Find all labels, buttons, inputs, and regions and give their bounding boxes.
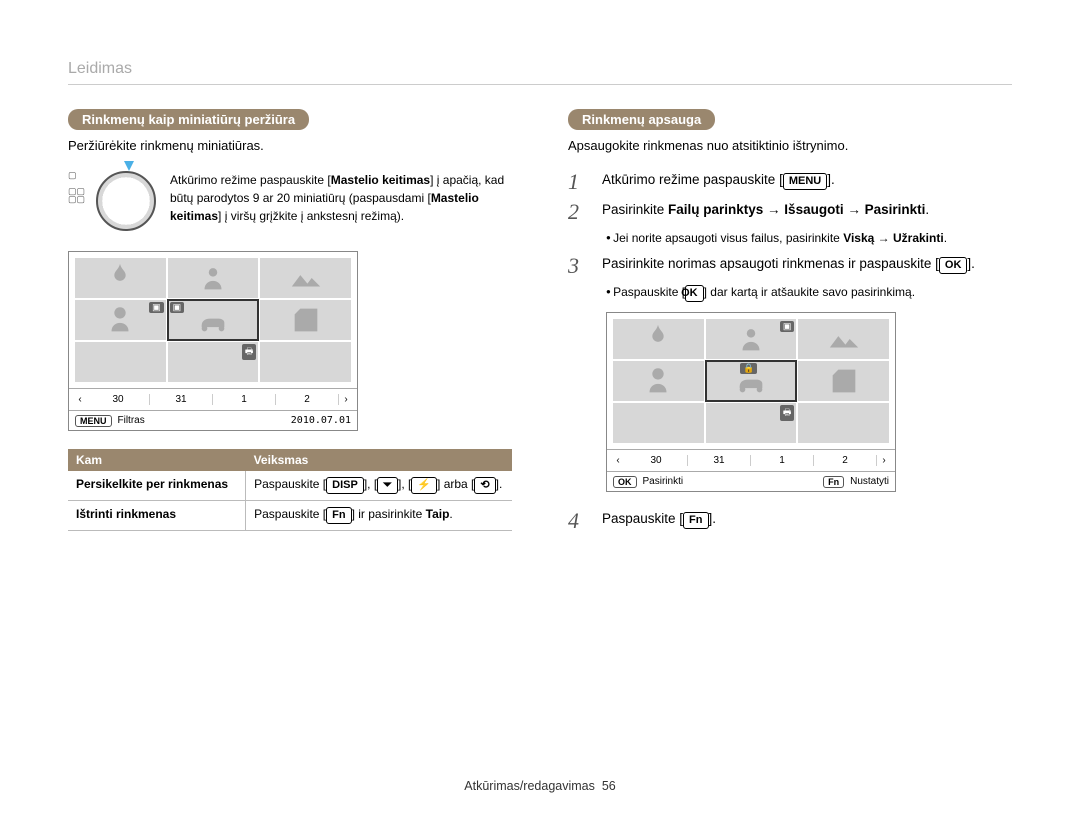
thumb-cell-selected: ▣	[168, 300, 259, 340]
filmstrip-seg: 1	[213, 394, 276, 405]
thumb-cell: ▣	[75, 300, 166, 340]
filmstrip: ‹ 30 31 1 2 ›	[69, 388, 357, 410]
filmstrip: ‹ 30 31 1 2 ›	[607, 449, 895, 471]
thumb-cell: 🖶	[168, 342, 259, 382]
timer-icon: ⟲	[474, 477, 495, 494]
zoom-dial-icon	[96, 171, 156, 231]
protect-screen: ▣ 🔒 🖶 ‹ 30 31 1 2 › OK Pasirinkti	[606, 312, 896, 492]
thumb-cell	[798, 361, 889, 401]
step-number: 3	[568, 255, 588, 277]
step-number: 1	[568, 171, 588, 193]
thumb-cell	[798, 319, 889, 359]
step-number: 4	[568, 510, 588, 532]
table-header: Kam	[68, 449, 246, 471]
thumb-cell-selected: 🔒	[706, 361, 797, 401]
thumb-cell: 🖶	[706, 403, 797, 443]
status-text: Filtras	[118, 415, 145, 426]
statusbar: OK Pasirinkti Fn Nustatyti	[607, 471, 895, 491]
filmstrip-seg: 31	[150, 394, 213, 405]
section-title-thumbs: Rinkmenų kaip miniatiūrų peržiūra	[68, 109, 309, 130]
step-3: 3 Pasirinkite norimas apsaugoti rinkmena…	[568, 255, 1012, 277]
instruction-table: Kam Veiksmas Persikelkite per rinkmenas …	[68, 449, 512, 531]
filmstrip-seg: 1	[751, 455, 814, 466]
left-column: Rinkmenų kaip miniatiūrų peržiūra Peržiū…	[68, 109, 512, 540]
filmstrip-seg: 2	[814, 455, 877, 466]
filmstrip-seg: 2	[276, 394, 339, 405]
menu-button-label: MENU	[783, 173, 827, 190]
movie-badge-icon: ▣	[170, 302, 185, 313]
prev-icon: ‹	[611, 455, 625, 466]
thumb-cell	[798, 403, 889, 443]
next-icon: ›	[877, 455, 891, 466]
thumb-cell	[75, 342, 166, 382]
right-column: Rinkmenų apsauga Apsaugokite rinkmenas n…	[568, 109, 1012, 540]
table-row: Persikelkite per rinkmenas Paspauskite […	[68, 471, 512, 501]
dial-instruction: Atkūrimo režime paspauskite [Mastelio ke…	[170, 171, 512, 225]
ok-button-label: OK	[613, 476, 637, 488]
step-2-bullet: Jei norite apsaugoti visus failus, pasir…	[606, 231, 1012, 245]
status-text: Nustatyti	[850, 476, 889, 487]
step-1: 1 Atkūrimo režime paspauskite [MENU].	[568, 171, 1012, 193]
print-badge-icon: 🖶	[242, 344, 257, 360]
step-4: 4 Paspauskite [Fn].	[568, 510, 1012, 532]
step-2: 2 Pasirinkite Failų parinktys → Išsaugot…	[568, 201, 1012, 223]
section-subtitle: Peržiūrėkite rinkmenų miniatiūras.	[68, 138, 512, 153]
movie-badge-icon: ▣	[149, 302, 164, 313]
ok-button-label: OK	[939, 257, 968, 274]
filmstrip-seg: 30	[87, 394, 150, 405]
thumb-cell	[613, 361, 704, 401]
movie-badge-icon: ▣	[780, 321, 795, 332]
thumb-cell: ▣	[706, 319, 797, 359]
thumb-cell	[613, 319, 704, 359]
section-subtitle: Apsaugokite rinkmenas nuo atsitiktinio i…	[568, 138, 1012, 153]
filmstrip-seg: 30	[625, 455, 688, 466]
thumb-cell	[168, 258, 259, 298]
prev-icon: ‹	[73, 394, 87, 405]
table-row: Ištrinti rinkmenas Paspauskite [Fn] ir p…	[68, 501, 512, 531]
thumb-cell	[75, 258, 166, 298]
menu-button-label: MENU	[75, 415, 112, 427]
thumbnail-screen: ▣ ▣ 🖶 ‹ 30 31 1 2 › MENU Filtras 2010.07…	[68, 251, 358, 431]
flash-icon: ⚡	[411, 477, 437, 494]
macro-icon: ⏷	[377, 477, 398, 494]
fn-button-label: Fn	[823, 476, 844, 488]
filmstrip-seg: 31	[688, 455, 751, 466]
status-text: Pasirinkti	[643, 476, 684, 487]
fn-button-label: Fn	[326, 507, 351, 524]
ok-button-label: OK	[685, 285, 704, 302]
print-badge-icon: 🖶	[780, 405, 795, 421]
disp-button-label: DISP	[326, 477, 364, 494]
step-3-bullet: Paspauskite [OK] dar kartą ir atšaukite …	[606, 285, 1012, 302]
thumb-cell	[613, 403, 704, 443]
scale-indicator: ▢▢▢▢▢	[68, 171, 82, 203]
thumb-cell	[260, 342, 351, 382]
status-date: 2010.07.01	[291, 415, 351, 426]
lock-badge-icon: 🔒	[740, 363, 757, 374]
thumb-cell	[260, 258, 351, 298]
next-icon: ›	[339, 394, 353, 405]
page-header: Leidimas	[68, 60, 1012, 85]
page-footer: Atkūrimas/redagavimas 56	[0, 779, 1080, 793]
step-number: 2	[568, 201, 588, 223]
fn-button-label: Fn	[683, 512, 708, 529]
statusbar: MENU Filtras 2010.07.01	[69, 410, 357, 430]
section-title-protect: Rinkmenų apsauga	[568, 109, 715, 130]
table-header: Veiksmas	[246, 449, 512, 471]
thumb-cell	[260, 300, 351, 340]
